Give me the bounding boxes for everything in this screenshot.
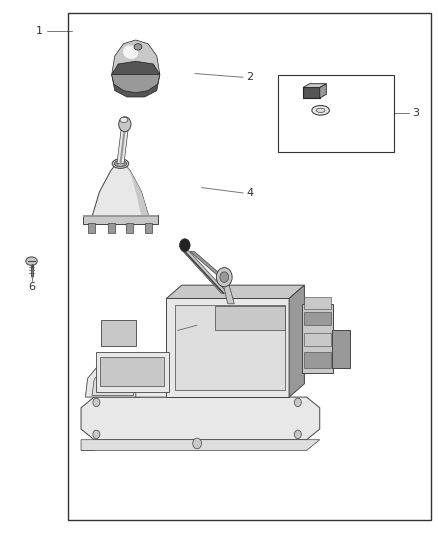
Polygon shape <box>112 61 160 97</box>
Text: 6: 6 <box>28 282 35 292</box>
Polygon shape <box>100 357 164 386</box>
Ellipse shape <box>120 117 128 123</box>
Circle shape <box>193 438 201 449</box>
Ellipse shape <box>123 45 138 59</box>
Circle shape <box>216 268 232 287</box>
Polygon shape <box>175 305 285 390</box>
Polygon shape <box>289 285 304 397</box>
Polygon shape <box>332 330 350 368</box>
Polygon shape <box>83 215 158 217</box>
Ellipse shape <box>26 257 37 265</box>
Ellipse shape <box>316 108 325 112</box>
Circle shape <box>93 398 100 407</box>
Text: 1: 1 <box>36 26 43 36</box>
Polygon shape <box>166 285 304 298</box>
Polygon shape <box>126 165 150 221</box>
Circle shape <box>119 117 131 132</box>
Polygon shape <box>303 84 326 87</box>
Polygon shape <box>222 277 234 304</box>
Polygon shape <box>117 128 128 164</box>
Bar <box>278 75 394 152</box>
Ellipse shape <box>112 159 129 168</box>
Circle shape <box>220 272 229 282</box>
Text: 5: 5 <box>167 326 174 335</box>
Bar <box>126 223 133 233</box>
Polygon shape <box>304 297 331 309</box>
Polygon shape <box>320 84 326 98</box>
Polygon shape <box>112 75 160 93</box>
Polygon shape <box>81 440 320 450</box>
Circle shape <box>294 398 301 407</box>
Polygon shape <box>91 165 150 221</box>
Polygon shape <box>303 87 320 98</box>
Circle shape <box>93 430 100 439</box>
Polygon shape <box>166 298 289 397</box>
Polygon shape <box>304 352 331 368</box>
Bar <box>108 223 115 233</box>
Polygon shape <box>92 369 134 395</box>
Text: 4: 4 <box>246 188 253 198</box>
Circle shape <box>180 239 190 252</box>
Polygon shape <box>215 306 285 330</box>
Bar <box>88 223 95 233</box>
Polygon shape <box>304 312 331 325</box>
Polygon shape <box>85 362 140 397</box>
Ellipse shape <box>312 106 329 115</box>
Ellipse shape <box>134 44 142 50</box>
Circle shape <box>294 430 301 439</box>
Polygon shape <box>304 333 331 346</box>
Polygon shape <box>96 352 169 392</box>
Text: 2: 2 <box>246 72 253 82</box>
Polygon shape <box>112 40 160 75</box>
Ellipse shape <box>114 160 127 167</box>
Polygon shape <box>81 440 94 450</box>
Polygon shape <box>81 397 320 440</box>
Text: 3: 3 <box>412 108 419 118</box>
Polygon shape <box>136 364 184 397</box>
Polygon shape <box>83 215 158 224</box>
Polygon shape <box>182 251 228 293</box>
Bar <box>145 223 152 233</box>
Polygon shape <box>101 320 136 346</box>
Polygon shape <box>190 252 227 280</box>
Bar <box>68 13 431 520</box>
Polygon shape <box>302 304 333 373</box>
